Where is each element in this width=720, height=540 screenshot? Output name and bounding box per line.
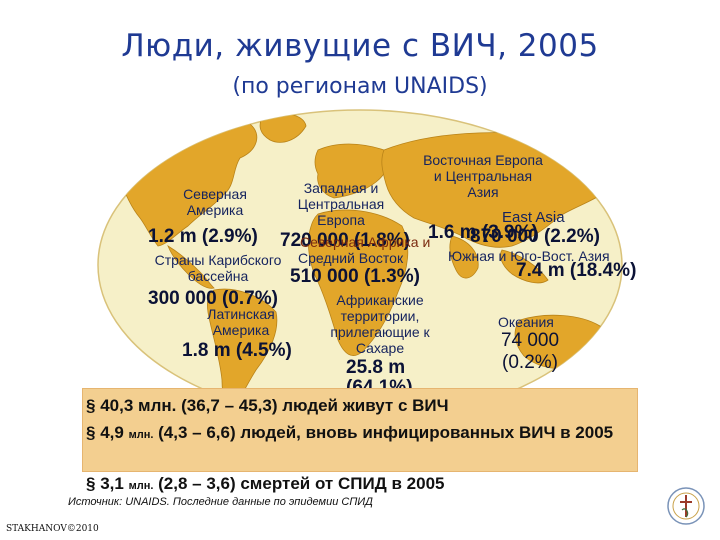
region-oceania-name: Океания [498, 314, 554, 330]
land-central-america [167, 245, 215, 289]
region-eastern-europe-central-asia-value: 1.6 m (3.9%) [428, 222, 538, 243]
region-east-asia-name: East Asia [502, 209, 565, 226]
region-south-southeast-asia-value: 7.4 m (18.4%) [516, 260, 637, 281]
bullet-icon: § [86, 423, 96, 442]
page-subtitle: (по регионам UNAIDS) [232, 74, 488, 99]
region-caribbean-value: 300 000 (0.7%) [148, 288, 278, 309]
region-north-america-value: 1.2 m (2.9%) [148, 226, 258, 247]
region-north-america-name: Северная Америка [183, 186, 247, 218]
page-title: Люди, живущие с ВИЧ, 2005 [121, 28, 599, 64]
region-middle-east-value: 510 000 (1.3%) [290, 266, 420, 287]
region-latin-america-value: 1.8 m (4.5%) [182, 340, 292, 361]
region-caribbean-name: Страны Карибского бассейна [154, 252, 282, 284]
region-western-central-europe-value: 720 000 (1.8%) [280, 230, 410, 251]
bullet-icon: § [86, 474, 96, 493]
land-new-zealand [609, 365, 619, 385]
land-se-asia [500, 249, 549, 284]
region-oceania-value: 74 000 (0.2%) [500, 330, 560, 373]
region-sub-saharan-africa-name: Африканские территории, прилегающие к Са… [330, 292, 430, 356]
region-middle-east-name: Средний Восток [298, 250, 404, 266]
region-east-asia-value: 870 000 (2.2%) [470, 226, 600, 247]
source-note: Источник: UNAIDS. Последние данные по эп… [68, 496, 373, 508]
region-western-central-europe-name: Западная и Центральная Европа [297, 180, 385, 228]
land-india [449, 235, 479, 279]
region-eastern-europe-central-asia-name: Восточная Европа и Центральная Азия [423, 152, 543, 200]
fact-deaths: § 3,1 млн. (2,8 – 3,6) смертей от СПИД в… [86, 474, 445, 493]
land-europe [314, 143, 389, 199]
region-latin-america-name: Латинская Америка [207, 306, 275, 338]
emblem-icon [667, 487, 705, 525]
bullet-icon: § [86, 396, 96, 415]
region-south-southeast-asia-name: Южная и Юго-Вост. Азия [448, 248, 610, 264]
land-africa [308, 209, 409, 356]
facts-box [82, 388, 638, 472]
fact-people-living: § 40,3 млн. (36,7 – 45,3) людей живут с … [86, 396, 449, 415]
fact-new-infections: § 4,9 млн. (4,3 – 6,6) людей, вновь инфи… [86, 423, 614, 442]
region-north-africa-overlap: Северная Африка и [300, 234, 431, 250]
author-credit: STAKHANOV©2010 [6, 524, 99, 534]
